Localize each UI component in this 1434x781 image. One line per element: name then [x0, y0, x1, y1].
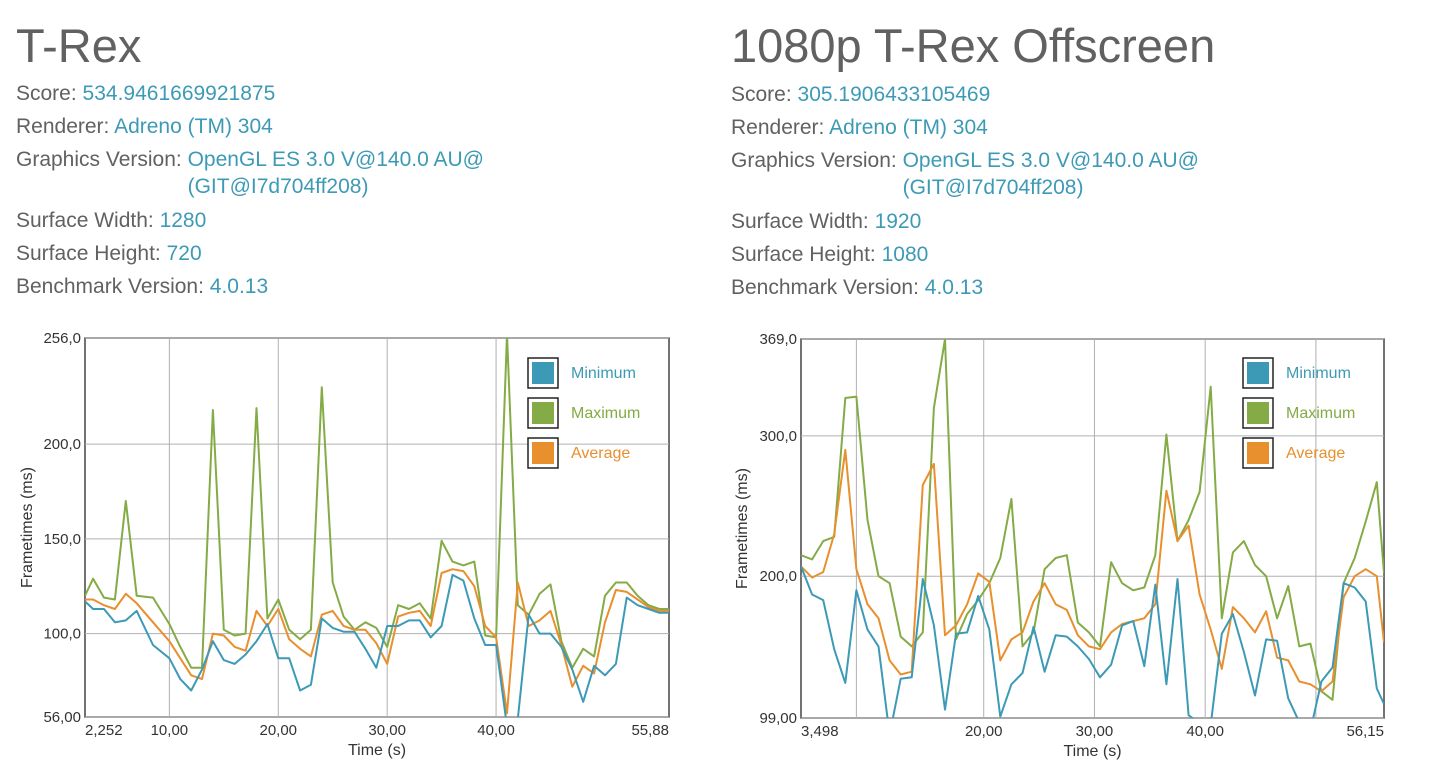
score-row: Score: 534.9461669921875 — [16, 80, 275, 107]
surface-height-row: Surface Height: 720 — [16, 240, 202, 267]
x-axis-label: Time (s) — [348, 742, 406, 759]
y-tick-label: 300,0 — [759, 428, 797, 445]
legend-label-maximum: Maximum — [1286, 405, 1355, 422]
series-line-average — [85, 568, 669, 715]
x-axis-label: Time (s) — [1063, 743, 1121, 760]
x-tick-label: 20,00 — [965, 723, 1003, 740]
benchmark-version-row: Benchmark Version: 4.0.13 — [731, 274, 983, 301]
panel-trex: T-Rex Score: 534.9461669921875 Renderer:… — [16, 0, 716, 781]
graphics-version-value: OpenGL ES 3.0 V@140.0 AU@ (GIT@I7d704ff2… — [902, 149, 1199, 199]
renderer-row: Renderer: Adreno (TM) 304 — [731, 114, 988, 141]
benchmark-version-label: Benchmark Version: — [731, 276, 919, 299]
graphics-version-label: Graphics Version: — [16, 148, 182, 171]
score-label: Score: — [16, 82, 77, 105]
y-tick-label: 200,0 — [43, 436, 81, 453]
legend-label-maximum: Maximum — [571, 405, 640, 422]
benchmark-version-value: 4.0.13 — [209, 275, 269, 298]
graphics-version-value: OpenGL ES 3.0 V@140.0 AU@ (GIT@I7d704ff2… — [187, 148, 484, 198]
legend-label-average: Average — [1286, 445, 1345, 462]
x-tick-label: 30,00 — [368, 722, 406, 739]
score-row: Score: 305.1906433105469 — [731, 81, 990, 108]
panel-trex-offscreen: 1080p T-Rex Offscreen Score: 305.1906433… — [731, 0, 1431, 781]
legend-swatch-minimum — [532, 362, 554, 384]
series-line-maximum — [801, 339, 1384, 701]
x-tick-label: 2,252 — [85, 722, 123, 739]
benchmark-version-label: Benchmark Version: — [16, 275, 204, 298]
y-tick-label: 100,0 — [43, 626, 81, 643]
legend-swatch-minimum — [1247, 362, 1269, 384]
panel-title: T-Rex — [16, 19, 142, 72]
graphics-version-row: Graphics Version: OpenGL ES 3.0 V@140.0 … — [731, 147, 1199, 201]
series-group — [85, 338, 669, 717]
x-tick-label: 3,498 — [801, 723, 839, 740]
y-tick-label: 200,0 — [759, 568, 797, 585]
series-group — [801, 339, 1384, 718]
series-line-average — [801, 448, 1384, 693]
surface-height-label: Surface Height: — [16, 242, 161, 265]
x-tick-label: 10,00 — [151, 722, 189, 739]
frametimes-chart: 256,0 200,0 150,0 100,0 56,002,252 10,00 20,00… — [19, 330, 670, 759]
surface-width-row: Surface Width: 1920 — [731, 208, 921, 235]
graphics-version-label: Graphics Version: — [731, 149, 897, 172]
x-tick-label: 20,00 — [259, 722, 297, 739]
series-line-minimum — [801, 566, 1384, 718]
score-value: 305.1906433105469 — [797, 83, 991, 106]
x-tick-label: 40,00 — [477, 722, 515, 739]
y-tick-label: 150,0 — [43, 531, 81, 548]
renderer-row: Renderer: Adreno (TM) 304 — [16, 113, 273, 140]
legend-label-minimum: Minimum — [1286, 365, 1351, 382]
legend-label-minimum: Minimum — [571, 365, 636, 382]
benchmark-version-row: Benchmark Version: 4.0.13 — [16, 273, 268, 300]
renderer-label: Renderer: — [16, 115, 110, 138]
y-tick-label: 56,00 — [43, 709, 81, 726]
y-tick-label: 256,0 — [43, 330, 81, 347]
legend-swatch-average — [1247, 442, 1269, 464]
graphics-version-row: Graphics Version: OpenGL ES 3.0 V@140.0 … — [16, 146, 484, 200]
x-tick-label: 55,88 — [631, 722, 669, 739]
surface-height-label: Surface Height: — [731, 243, 876, 266]
x-tick-label: 30,00 — [1076, 723, 1114, 740]
renderer-label: Renderer: — [731, 116, 825, 139]
panel-title: 1080p T-Rex Offscreen — [731, 19, 1216, 72]
surface-width-label: Surface Width: — [16, 209, 154, 232]
surface-width-value: 1920 — [874, 210, 922, 233]
x-tick-label: 56,15 — [1346, 723, 1384, 740]
plot-area — [84, 337, 670, 718]
legend-label-average: Average — [571, 445, 630, 462]
y-axis-label: Frametimes (ms) — [734, 468, 751, 589]
surface-width-label: Surface Width: — [731, 210, 869, 233]
legend-swatch-maximum — [1247, 402, 1269, 424]
surface-width-row: Surface Width: 1280 — [16, 207, 206, 234]
surface-height-row: Surface Height: 1080 — [731, 241, 928, 268]
benchmark-version-value: 4.0.13 — [924, 276, 984, 299]
plot-area — [800, 338, 1385, 719]
surface-width-value: 1280 — [159, 209, 207, 232]
series-line-maximum — [85, 338, 669, 669]
renderer-value: Adreno (TM) 304 — [829, 116, 988, 139]
legend-swatch-maximum — [532, 402, 554, 424]
x-tick-label: 40,00 — [1186, 723, 1224, 740]
score-label: Score: — [731, 83, 792, 106]
series-line-minimum — [85, 573, 669, 717]
renderer-value: Adreno (TM) 304 — [114, 115, 273, 138]
legend-swatch-average — [532, 442, 554, 464]
surface-height-value: 1080 — [881, 243, 929, 266]
y-tick-label: 369,0 — [759, 331, 797, 348]
surface-height-value: 720 — [166, 242, 202, 265]
y-tick-label: 99,00 — [759, 710, 797, 727]
y-axis-label: Frametimes (ms) — [19, 467, 36, 588]
frametimes-chart: 369,0 300,0 200,0 99,003,498 20,00 30,00 40,00… — [734, 331, 1385, 760]
score-value: 534.9461669921875 — [82, 82, 276, 105]
